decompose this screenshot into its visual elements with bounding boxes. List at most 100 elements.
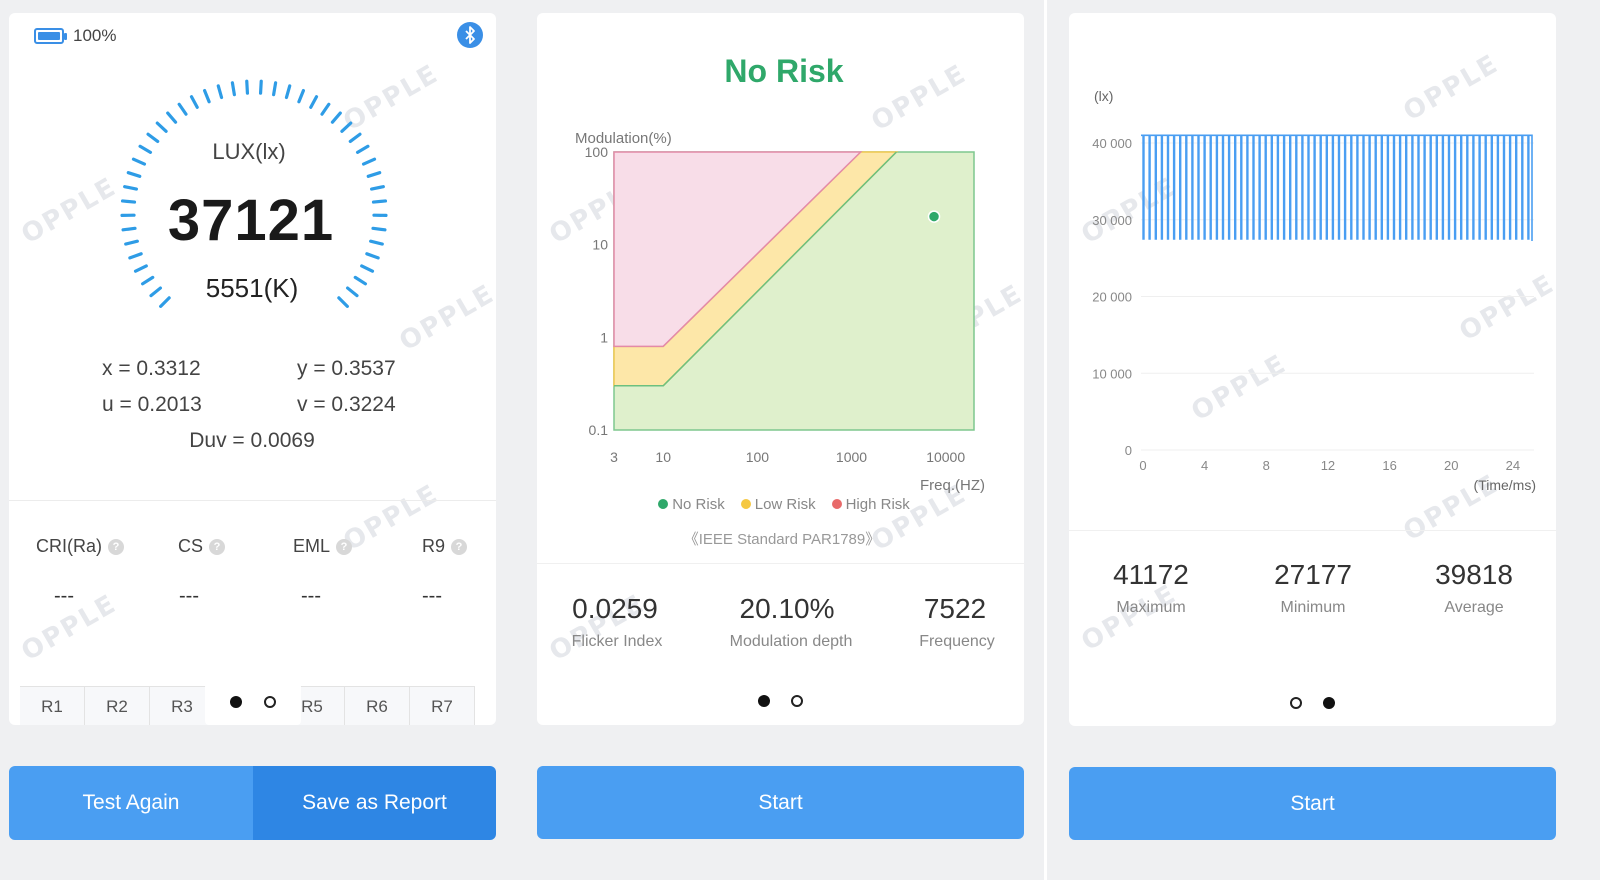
tab-r6[interactable]: R6: [345, 687, 410, 725]
page-dot-active[interactable]: [230, 696, 242, 708]
gauge-tick: [258, 79, 263, 95]
x-axis-label: (Time/ms): [1474, 477, 1536, 493]
x-axis-label: Freq.(HZ): [920, 477, 985, 494]
gauge-tick: [123, 185, 139, 191]
measurement-point: [927, 210, 941, 223]
risk-status: No Risk: [724, 53, 844, 89]
battery-percent: 100%: [73, 26, 117, 45]
tab-r2[interactable]: R2: [85, 687, 150, 725]
r9-value: ---: [422, 585, 442, 607]
maximum-value: 41172: [1113, 559, 1189, 590]
start-button[interactable]: Start: [537, 766, 1024, 839]
waveform-chart: (lx) 40 000 30 000 20 000 10 000 00 4 8 12 16 20 24…: [1092, 88, 1536, 493]
cs-value: ---: [179, 585, 199, 607]
gauge-tick: [230, 81, 236, 97]
gauge-label: LUX(lx): [212, 139, 286, 164]
page-indicator: [205, 683, 301, 725]
gauge-tick: [155, 121, 168, 133]
index-cri[interactable]: CRI(Ra)?: [36, 536, 124, 557]
y-tick-label: 0: [1125, 443, 1132, 458]
gauge-tick: [346, 286, 359, 298]
x-tick-label: 4: [1201, 458, 1208, 473]
x-tick-label: 20: [1444, 458, 1458, 473]
section-divider: [537, 563, 1024, 564]
x-tick-label: 3: [610, 449, 618, 465]
flicker-index-value: 0.0259: [572, 593, 658, 624]
help-icon[interactable]: ?: [451, 539, 468, 556]
panel-divider: [1044, 0, 1047, 880]
gauge-tick: [348, 132, 362, 144]
tab-r1[interactable]: R1: [20, 687, 85, 725]
y-axis-label: (lx): [1094, 88, 1113, 104]
risk-boundary: [614, 151, 897, 387]
gauge-tick: [272, 81, 278, 97]
help-icon[interactable]: ?: [108, 539, 124, 556]
gauge-tick: [245, 79, 250, 95]
gauge-tick: [177, 102, 188, 116]
save-report-button[interactable]: Save as Report: [253, 766, 496, 840]
section-divider: [9, 500, 496, 501]
x-tick-label: 16: [1382, 458, 1396, 473]
gauge-tick: [203, 88, 211, 104]
page-dot[interactable]: [791, 695, 803, 707]
waveform-line: [1140, 134, 1533, 241]
cct-value: 5551(K): [205, 273, 299, 303]
gauge-tick: [133, 264, 148, 273]
x-tick-label: 10000: [926, 449, 965, 465]
gauge-tick: [149, 286, 162, 298]
start-button[interactable]: Start: [1069, 767, 1556, 840]
bluetooth-icon[interactable]: [457, 22, 483, 48]
x-tick-label: 0: [1139, 458, 1146, 473]
page-dot[interactable]: [1290, 697, 1302, 709]
flicker-index-label: Flicker Index: [571, 633, 663, 650]
help-icon[interactable]: ?: [336, 539, 353, 556]
gauge-tick: [124, 239, 139, 246]
frequency-label: Frequency: [919, 633, 995, 650]
legend-high-risk: High Risk: [831, 496, 910, 513]
gauge-tick: [189, 95, 199, 109]
waveform-panel: OPPLE OPPLE OPPLE OPPLE OPPLE OPPLE (lx)…: [1069, 13, 1556, 726]
y-tick-label: 0.1: [589, 422, 609, 438]
gauge-tick: [128, 252, 143, 260]
gauge-tick: [337, 296, 349, 308]
test-again-button[interactable]: Test Again: [9, 766, 253, 840]
gauge-tick: [131, 157, 147, 166]
chroma-u: u = 0.2013: [102, 393, 202, 416]
gauge-tick: [166, 111, 178, 124]
gauge-tick: [365, 252, 380, 260]
gauge-tick: [120, 199, 137, 204]
tab-r5[interactable]: R5: [280, 687, 345, 725]
index-r9[interactable]: R9?: [422, 536, 468, 557]
gauge-tick: [355, 144, 370, 154]
page-dot-active[interactable]: [1323, 697, 1335, 709]
index-cs[interactable]: CS?: [178, 536, 226, 557]
chroma-v: v = 0.3224: [297, 393, 396, 416]
x-tick-label: 100: [746, 449, 770, 465]
gauge-tick: [309, 95, 319, 109]
legend-low-risk: Low Risk: [740, 496, 816, 513]
lux-gauge: [120, 79, 388, 308]
x-tick-label: 10: [655, 449, 671, 465]
gauge-tick: [330, 111, 342, 124]
gauge-tick: [159, 296, 171, 308]
flicker-risk-chart: Modulation(%) Freq.(HZ) 100 10 1 0.13 10 100 100…: [575, 130, 985, 494]
gauge-tick: [297, 88, 305, 104]
maximum-label: Maximum: [1116, 599, 1186, 616]
gauge-tick: [141, 275, 155, 286]
page-dot[interactable]: [264, 696, 276, 708]
x-tick-label: 24: [1506, 458, 1520, 473]
index-eml[interactable]: EML?: [293, 536, 353, 557]
gauge-tick: [360, 264, 375, 273]
gauge-tick: [340, 121, 353, 133]
gauge-tick: [146, 132, 160, 144]
section-divider: [1069, 530, 1556, 531]
help-icon[interactable]: ?: [209, 539, 226, 556]
standard-label: 《IEEE Standard PAR1789》: [683, 531, 881, 548]
gauge-tick: [361, 157, 377, 166]
high-risk-region: [613, 151, 863, 348]
lux-panel: OPPLE OPPLE OPPLE OPPLE OPPLE 100% LUX(l…: [9, 13, 496, 725]
duv-value: Duv = 0.0069: [189, 429, 315, 452]
page-dot-active[interactable]: [758, 695, 770, 707]
tab-r7[interactable]: R7: [410, 687, 475, 725]
average-value: 39818: [1435, 559, 1513, 590]
